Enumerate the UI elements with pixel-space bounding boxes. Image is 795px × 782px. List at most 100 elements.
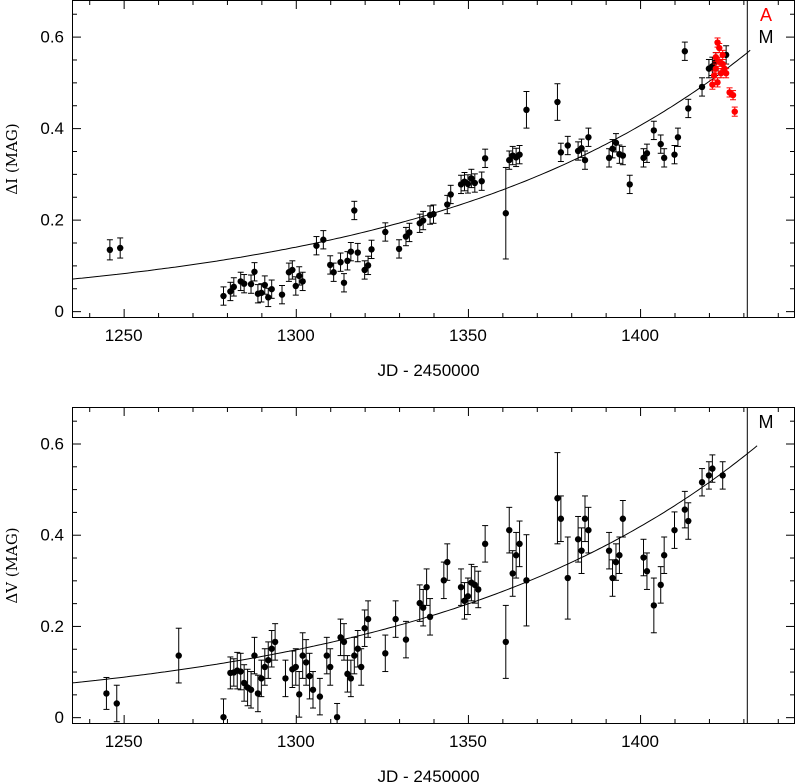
data-point [709,81,716,88]
x-tick-label: 1400 [621,732,659,751]
data-point [416,599,423,607]
panel-delta-i: 1250 1300 1350 1400 0 0.2 0.4 0.6 JD - 2450000 ΔI… [3,0,795,380]
data-point [330,269,337,276]
data-point [709,465,716,472]
data-point [251,268,258,275]
data-point [265,656,272,664]
data-point [402,636,410,643]
data-point [581,156,589,164]
data-point [475,586,482,593]
data-point [406,229,413,236]
data-point [523,577,530,584]
fit-curve [71,445,758,684]
data-point [509,570,516,577]
data-point [731,108,738,115]
data-point [103,690,110,697]
data-point [354,249,361,256]
data-point [481,155,489,162]
data-point [220,713,227,721]
plot-frame [72,407,795,724]
data-point [327,663,334,671]
x-tick-label: 1350 [449,326,487,345]
data-point [333,713,341,721]
y-tick-label: 0.6 [40,28,64,47]
data-point [512,552,520,559]
data-point [268,645,275,652]
data-point [685,105,692,112]
data-point [337,258,344,266]
data-point [220,292,227,300]
data-point [554,98,561,106]
data-point [478,177,485,185]
data-point [175,652,182,659]
x-axis-title: JD - 2450000 [377,767,479,782]
data-point [609,145,616,152]
data-point [340,279,348,286]
data-point [426,613,434,621]
data-point [468,175,475,182]
data-point [113,700,120,707]
data-point [230,283,238,291]
data-point [681,48,689,55]
data-point [240,679,248,687]
x-tick-label: 1300 [277,326,315,345]
data-point [557,515,565,522]
data-point [358,663,365,671]
y-tick-label: 0 [55,302,64,321]
data-point [650,127,658,134]
data-point [309,686,317,693]
marker-label-m: M [759,27,774,47]
data-point [299,278,306,285]
data-point [609,574,616,582]
data-point [619,515,627,522]
panel-delta-v: 1250 1300 1350 1400 0 0.2 0.4 0.6 JD - 2450000 ΔV… [3,407,795,782]
data-point [657,581,664,589]
data-point [344,670,351,678]
data-point [289,266,296,274]
data-point [117,244,124,252]
data-point [254,690,262,697]
data-point [361,625,368,632]
data-point [612,139,620,146]
data-point [643,150,651,157]
data-point [502,210,509,217]
data-point [714,39,721,46]
data-point [237,668,244,675]
data-point [344,257,351,265]
data-point [296,691,303,698]
data-point [464,180,472,188]
data-point [481,540,489,548]
data-point [585,134,592,141]
marker-label-m: M [759,412,774,432]
data-point [471,179,479,187]
data-point [660,154,668,162]
data-point [578,547,585,554]
data-point [640,554,647,561]
data-point [605,154,613,162]
data-point [258,289,265,297]
data-point [292,663,299,671]
data-point [660,552,668,559]
data-point [296,272,303,280]
data-point [261,281,268,289]
data-point [382,228,389,236]
x-tick-label: 1400 [621,326,659,345]
data-point [717,70,725,77]
data-point [612,558,620,566]
data-point [506,156,513,164]
data-point [516,540,523,548]
data-point [574,536,582,543]
data-point [278,291,286,298]
data-point [671,526,678,534]
data-point [729,91,737,99]
y-axis-title: ΔV (MAG) [3,527,21,603]
data-point [444,201,451,208]
data-point [299,652,306,659]
x-tick-label: 1300 [277,732,315,751]
data-point [247,280,255,288]
data-point [471,581,479,589]
data-point [351,207,358,214]
data-point [313,242,320,249]
data-point [710,72,718,79]
